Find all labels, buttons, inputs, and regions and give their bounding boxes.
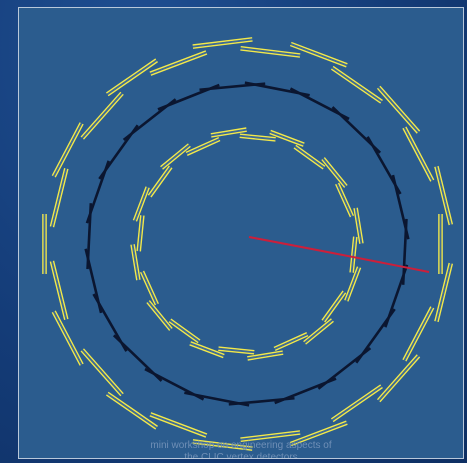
detector-module — [42, 214, 47, 274]
detector-module — [353, 207, 364, 244]
detector-module — [189, 341, 225, 359]
detector-module — [434, 262, 454, 323]
detector-module — [149, 412, 208, 438]
detector-module — [269, 129, 305, 147]
vertex-detector-diagram — [42, 37, 454, 451]
detector-module — [139, 270, 159, 306]
detector-module — [293, 144, 326, 170]
detector-module — [168, 318, 201, 344]
middle-dark-ring — [84, 81, 410, 407]
detector-module — [376, 85, 421, 134]
detector-module — [132, 186, 150, 222]
detector-module — [321, 157, 348, 188]
detector-module — [289, 420, 348, 447]
detector-module — [391, 174, 410, 240]
detector-module — [402, 126, 435, 182]
detector-module — [330, 384, 383, 423]
rings-layer — [42, 37, 454, 451]
detector-module — [344, 266, 362, 302]
detector-module — [149, 50, 208, 76]
detector-module — [240, 430, 301, 442]
particle-track — [248, 236, 430, 273]
detector-module — [80, 348, 124, 397]
detector-module — [51, 310, 84, 366]
detector-module — [349, 236, 358, 273]
detector-module — [192, 439, 253, 451]
detector-module — [330, 65, 383, 104]
detector-module — [218, 346, 255, 355]
detector-module — [80, 91, 124, 140]
outer-yellow-ring — [42, 37, 454, 451]
detector-module — [185, 136, 221, 156]
detector-module — [49, 260, 69, 320]
detector-module — [105, 391, 158, 430]
detector-module — [321, 290, 347, 323]
detector-module — [240, 46, 301, 58]
detector-module — [51, 122, 84, 178]
detector-module — [239, 133, 276, 142]
diagram-frame: mini workshop on engineering aspects of … — [18, 7, 464, 459]
track-line — [248, 236, 430, 273]
detector-module — [136, 215, 145, 252]
detector-module — [376, 354, 421, 403]
detector-module — [289, 41, 348, 68]
detector-module — [273, 332, 309, 352]
detector-module — [192, 37, 253, 49]
detector-module — [210, 127, 247, 138]
detector-module — [247, 350, 284, 361]
detector-module — [146, 300, 173, 331]
detector-module — [130, 244, 141, 281]
detector-module — [438, 214, 443, 274]
detector-module — [105, 58, 158, 97]
detector-module — [49, 168, 69, 228]
detector-module — [303, 318, 334, 345]
inner-yellow-ring — [130, 127, 364, 361]
workshop-caption: mini workshop on engineering aspects of … — [150, 440, 332, 459]
detector-module — [147, 165, 173, 198]
detector-module — [335, 182, 355, 218]
detector-module — [160, 143, 191, 170]
detector-module — [402, 306, 435, 362]
detector-module — [434, 165, 454, 226]
